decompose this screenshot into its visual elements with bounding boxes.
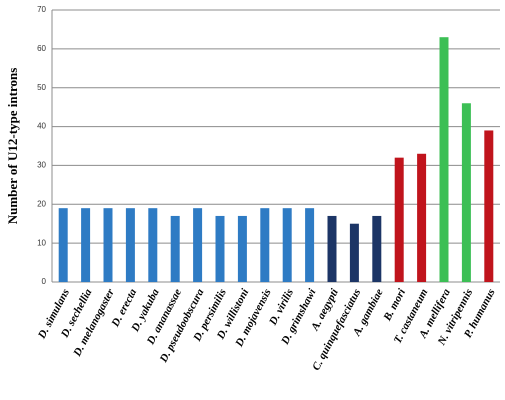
bar bbox=[170, 215, 180, 282]
bar bbox=[103, 208, 113, 282]
bar bbox=[484, 130, 494, 282]
bar bbox=[439, 37, 449, 283]
bar bbox=[125, 208, 135, 282]
y-tick-label: 10 bbox=[37, 238, 46, 247]
y-axis-label: Number of U12-type introns bbox=[5, 68, 20, 225]
y-tick-label: 70 bbox=[37, 5, 46, 14]
y-tick-label: 60 bbox=[37, 44, 46, 53]
bar bbox=[237, 215, 247, 282]
y-tick-label: 20 bbox=[37, 199, 46, 208]
bar bbox=[372, 215, 382, 282]
bar bbox=[193, 208, 203, 282]
bar bbox=[461, 103, 471, 282]
bar bbox=[260, 208, 270, 282]
bar bbox=[81, 208, 91, 282]
y-tick-label: 50 bbox=[37, 83, 46, 92]
bar bbox=[282, 208, 292, 282]
bar bbox=[305, 208, 315, 282]
bar bbox=[394, 157, 404, 282]
bar bbox=[327, 215, 337, 282]
bar bbox=[349, 223, 359, 282]
bar bbox=[215, 215, 225, 282]
bar bbox=[417, 153, 427, 282]
y-tick-label: 30 bbox=[37, 161, 46, 170]
y-tick-label: 0 bbox=[42, 277, 47, 286]
bar bbox=[58, 208, 68, 282]
bar bbox=[148, 208, 158, 282]
y-tick-label: 40 bbox=[37, 122, 46, 131]
